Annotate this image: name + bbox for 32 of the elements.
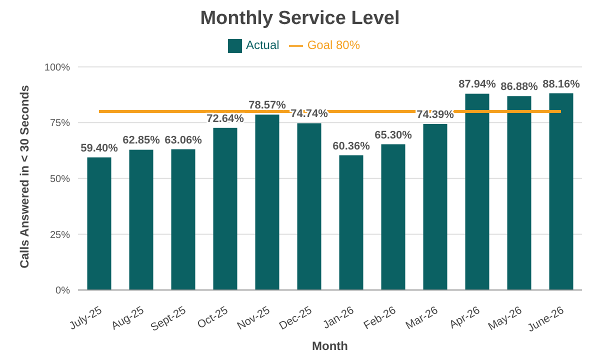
legend-label: Actual [246,38,280,52]
bar [381,144,406,290]
y-tick-label: 50% [50,174,70,185]
data-label: 78.57% [248,100,286,112]
bar [213,128,238,290]
legend-label: Goal 80% [307,38,360,52]
bar [339,155,364,290]
data-label: 65.30% [374,129,412,142]
bar [129,150,154,290]
data-label: 86.88% [500,81,538,94]
y-tick-label: 25% [50,230,70,241]
bar [255,114,280,290]
y-tick-label: 100% [44,62,70,74]
data-label: 60.36% [332,140,370,152]
chart-title: Monthly Service Level [199,8,401,31]
bar [87,157,112,290]
data-label: 62.85% [122,134,160,147]
data-label: 63.06% [164,134,202,146]
y-tick-label: 0% [56,286,70,297]
data-label: 88.16% [542,78,580,90]
bar [465,94,490,290]
data-label: 72.64% [206,112,244,125]
bar [297,123,322,290]
y-tick-label: 75% [50,118,70,130]
bar [423,124,448,290]
data-label: 59.40% [80,142,118,154]
bar [171,149,196,290]
y-axis-title: Calls Answered in < 30 Seconds [17,84,32,268]
data-label: 87.94% [458,78,496,91]
bar [549,93,574,290]
x-axis-title: Month [312,339,348,353]
bar [507,96,532,290]
